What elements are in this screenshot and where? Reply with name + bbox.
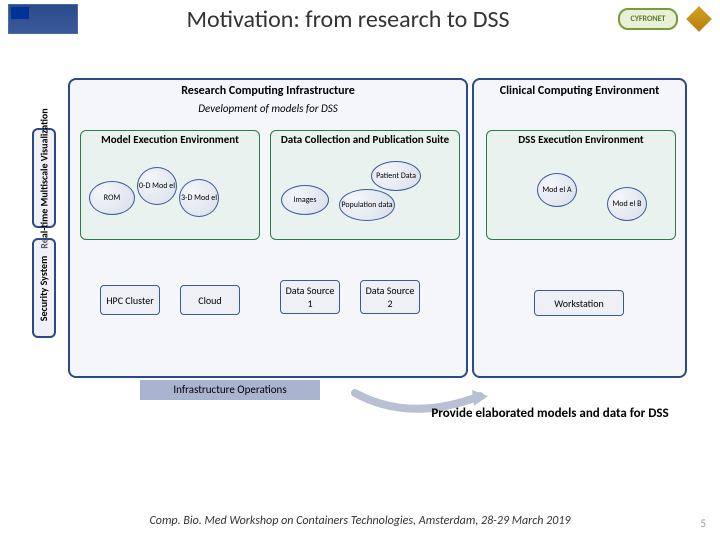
hpc-cluster-box: HPC Cluster xyxy=(100,285,160,315)
eu-logo-block xyxy=(8,4,78,34)
rci-panel: Research Computing Infrastructure Develo… xyxy=(68,78,468,378)
infrastructure-operations: Infrastructure Operations xyxy=(140,380,320,400)
realtime-visualization-bar: Real-time Multiscale Visualization xyxy=(32,128,56,228)
cyfronet-logo: CYFRONET xyxy=(618,8,678,30)
mee-title: Model Execution Environment xyxy=(81,131,259,149)
dss-execution-env: DSS Execution Environment Mod el A Mod e… xyxy=(486,130,676,240)
data-source-1-box: Data Source 1 xyxy=(280,280,340,314)
vbar1-line3: Visualization xyxy=(38,108,51,161)
model-b-ellipse: Mod el B xyxy=(607,187,647,221)
rci-title: Research Computing Infrastructure xyxy=(70,80,466,102)
data-source-2-box: Data Source 2 xyxy=(360,280,420,314)
3d-model-ellipse: 3-D Mod el xyxy=(179,179,219,217)
page-number: 5 xyxy=(700,517,706,530)
model-a-ellipse: Mod el A xyxy=(537,173,577,207)
patient-data-ellipse: Patient Data xyxy=(371,161,421,191)
dcp-title: Data Collection and Publication Suite xyxy=(271,131,459,149)
rci-subtitle: Development of models for DSS xyxy=(70,102,466,115)
dss-title: DSS Execution Environment xyxy=(487,131,675,149)
cloud-box: Cloud xyxy=(180,285,240,315)
workstation-box: Workstation xyxy=(534,290,624,316)
vbar2-line2: System xyxy=(38,255,51,285)
vbar2-line1: Security xyxy=(38,287,51,321)
vbar1-line2: Multiscale xyxy=(38,163,51,206)
cube-icon xyxy=(686,6,712,32)
security-system-bar: Security System xyxy=(32,238,56,338)
data-collection-panel: Data Collection and Publication Suite Im… xyxy=(270,130,460,240)
right-logos: CYFRONET xyxy=(618,6,712,32)
eu-flag-icon xyxy=(11,7,29,19)
provide-text: Provide elaborated models and data for D… xyxy=(420,406,680,421)
population-data-ellipse: Population data xyxy=(339,189,395,221)
cce-title: Clinical Computing Environment xyxy=(474,80,685,102)
clinical-computing-panel: Clinical Computing Environment DSS Execu… xyxy=(472,78,687,378)
header: Motivation: from research to DSS CYFRONE… xyxy=(0,0,720,38)
model-execution-env: Model Execution Environment ROM 0-D Mod … xyxy=(80,130,260,240)
horizon2020-logo xyxy=(8,4,78,34)
page-title: Motivation: from research to DSS xyxy=(78,5,618,34)
footer-text: Comp. Bio. Med Workshop on Containers Te… xyxy=(0,514,720,528)
architecture-diagram: Real-time Multiscale Visualization Secur… xyxy=(20,78,700,408)
rom-ellipse: ROM xyxy=(89,181,135,215)
images-ellipse: Images xyxy=(281,185,329,215)
0d-model-ellipse: 0-D Mod el xyxy=(137,167,177,205)
